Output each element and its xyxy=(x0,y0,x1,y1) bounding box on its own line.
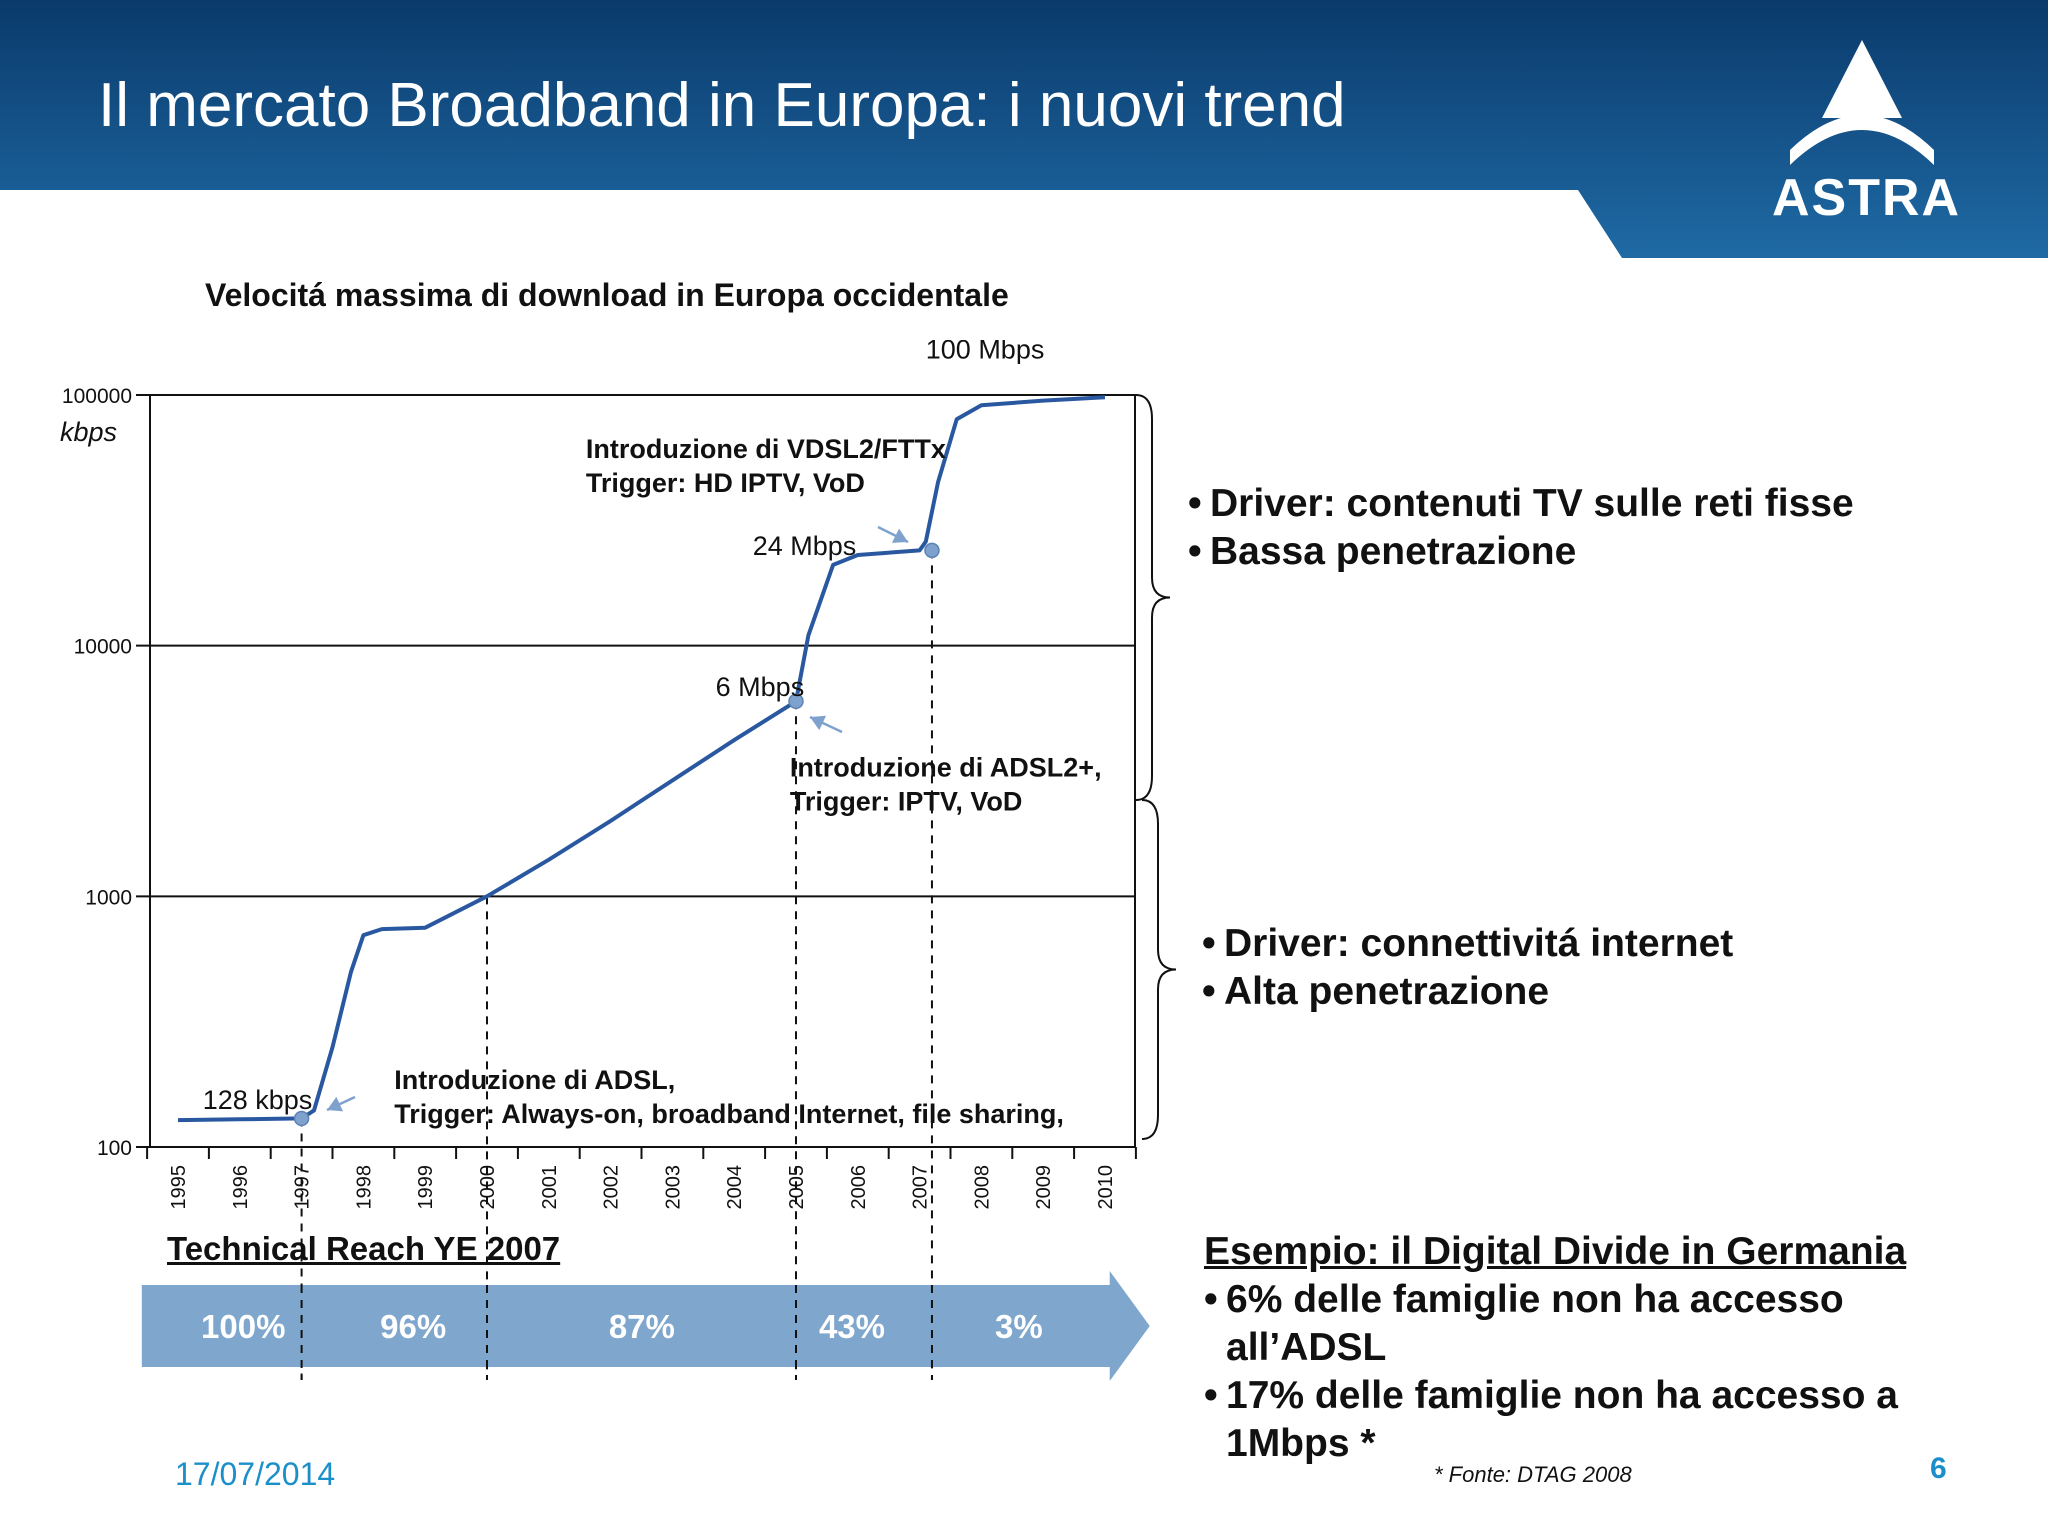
x-tick-label: 2007 xyxy=(910,1165,932,1210)
y-tick-label: 100000 xyxy=(62,385,132,408)
bullet-item: • Driver: contenuti TV sulle reti fisse xyxy=(1188,482,1854,525)
x-tick-label: 2002 xyxy=(601,1165,623,1210)
x-tick-label: 1998 xyxy=(353,1165,375,1210)
annotation-line: Trigger: HD IPTV, VoD xyxy=(586,468,865,498)
technical-reach-label: 87% xyxy=(609,1308,675,1345)
annotation-line: Trigger: Always-on, broadband Internet, … xyxy=(394,1099,1064,1129)
annotation-line: Introduzione di ADSL2+, xyxy=(790,753,1102,783)
annotation-line: Trigger: IPTV, VoD xyxy=(790,787,1023,817)
milestone-point xyxy=(924,542,940,559)
annotation-line: Introduzione di ADSL, xyxy=(394,1065,675,1095)
technical-reach-label: 100% xyxy=(201,1308,285,1345)
chart-title: Velocitá massima di download in Europa o… xyxy=(205,277,1009,313)
brace-bottom xyxy=(1141,799,1177,1140)
x-tick-label: 1996 xyxy=(230,1165,252,1210)
x-tick-label: 2006 xyxy=(848,1165,870,1210)
pointer-adsl2-head xyxy=(810,715,827,731)
milestone-point xyxy=(788,693,804,710)
milestone-point xyxy=(293,1110,310,1127)
technical-reach-arrow xyxy=(141,1271,1150,1381)
digital-divide-example: Esempio: il Digital Divide in Germania •… xyxy=(1204,1228,1966,1468)
y-axis-label: kbps xyxy=(60,417,117,447)
x-tick-label: 2004 xyxy=(724,1165,746,1210)
technical-reach-label: 96% xyxy=(380,1308,446,1345)
slide-header: Il mercato Broadband in Europa: i nuovi … xyxy=(0,0,2048,260)
bullets-top: • Driver: contenuti TV sulle reti fisse •… xyxy=(1188,480,1854,576)
footer-source: * Fonte: DTAG 2008 xyxy=(1434,1462,1632,1487)
x-tick-label: 1997 xyxy=(292,1165,314,1210)
y-tick-label: 10000 xyxy=(74,636,132,659)
y-tick-label: 100 xyxy=(97,1137,132,1160)
bullet-item: • Bassa penetrazione xyxy=(1188,530,1577,573)
x-tick-label: 2008 xyxy=(971,1165,993,1210)
pointer-adsl-head xyxy=(327,1096,344,1112)
astra-logo-icon xyxy=(1790,40,1934,165)
annotation-line: Introduzione di VDSL2/FTTx xyxy=(586,434,946,464)
technical-reach-label: 3% xyxy=(995,1308,1043,1345)
x-tick-label: 2001 xyxy=(539,1165,561,1210)
value-label: 6 Mbps xyxy=(716,672,805,702)
x-tick-label: 2010 xyxy=(1095,1165,1117,1210)
example-item: • 17% delle famiglie non ha accesso a 1Mb… xyxy=(1204,1374,1898,1465)
x-tick-label: 1999 xyxy=(415,1165,437,1210)
download-speed-chart: 100000 10000 1000 100 kbps 1995 1996 1997 1998 19… xyxy=(60,340,1177,1381)
footer-date: 17/07/2014 xyxy=(175,1456,336,1492)
slide-title: Il mercato Broadband in Europa: i nuovi … xyxy=(98,71,1346,140)
header-band xyxy=(0,0,2048,258)
logo-text: ASTRA xyxy=(1772,169,1962,227)
value-label: 24 Mbps xyxy=(753,531,857,561)
x-tick-label: 1995 xyxy=(168,1165,190,1210)
brace-top xyxy=(1135,394,1171,801)
example-title: Esempio: il Digital Divide in Germania xyxy=(1204,1230,1907,1273)
technical-reach-title: Technical Reach YE 2007 xyxy=(167,1230,561,1267)
technical-reach-label: 43% xyxy=(819,1308,885,1345)
speed-curve xyxy=(177,395,1106,1123)
pointer-vdsl-head xyxy=(891,528,908,543)
bullet-item: • Alta penetrazione xyxy=(1202,970,1550,1013)
example-item: • 6% delle famiglie non ha accesso all’AD… xyxy=(1204,1278,1844,1369)
y-tick-label: 1000 xyxy=(85,886,132,909)
bullet-item: • Driver: connettivitá internet xyxy=(1202,922,1734,965)
value-label: 100 Mbps xyxy=(926,340,1045,364)
bullets-bottom: • Driver: connettivitá internet • Alta pen… xyxy=(1202,920,1733,1016)
page-number: 6 xyxy=(1930,1452,1947,1485)
x-tick-label: 2009 xyxy=(1033,1165,1055,1210)
x-tick-label: 2003 xyxy=(662,1165,684,1210)
value-label: 128 kbps xyxy=(203,1085,313,1115)
